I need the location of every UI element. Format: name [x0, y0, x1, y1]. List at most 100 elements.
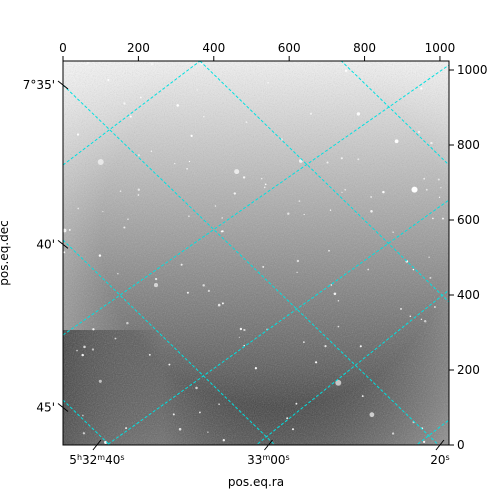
dec-tick-label: 45' [36, 401, 55, 415]
star [114, 337, 117, 340]
ra-tick-label: 33m00s [247, 453, 290, 468]
star-field [63, 61, 444, 444]
star [196, 89, 198, 91]
grid-line [199, 61, 449, 303]
star [412, 268, 415, 271]
star [217, 303, 221, 307]
star [326, 161, 329, 164]
star [291, 428, 295, 431]
star [438, 196, 441, 198]
grid-line [340, 61, 449, 166]
star [198, 411, 201, 414]
star [98, 254, 102, 257]
star [392, 231, 394, 233]
star [119, 190, 122, 192]
star [202, 284, 205, 287]
grid-line [63, 84, 440, 445]
star [296, 259, 300, 263]
star [139, 96, 142, 99]
star [260, 177, 263, 180]
star [420, 87, 423, 90]
star [280, 138, 283, 141]
grid-line [63, 61, 201, 166]
top-x-tick-label: 600 [278, 41, 301, 55]
star [287, 212, 290, 215]
star [303, 213, 305, 216]
star [107, 78, 110, 82]
grid-line [106, 199, 449, 445]
star [417, 130, 421, 134]
star [337, 300, 340, 302]
star [82, 414, 84, 417]
star [411, 186, 418, 193]
star [254, 367, 258, 370]
star [409, 315, 412, 317]
star [186, 291, 189, 294]
star [344, 188, 347, 191]
star [432, 217, 434, 220]
star [180, 263, 183, 266]
top-x-tick-label: 200 [127, 41, 150, 55]
dec-tick-mark [57, 239, 69, 249]
star [429, 276, 432, 279]
axis-ticks: 0 200 400 600 800 1000 0 200 400 600 800 1000 5h32m4… [23, 41, 488, 467]
ra-tick-label: 20s [430, 453, 449, 468]
star [76, 133, 80, 136]
star [203, 116, 205, 118]
star [425, 188, 428, 191]
star [400, 307, 402, 310]
star [361, 395, 364, 398]
star [86, 61, 89, 65]
star [382, 190, 385, 194]
star [151, 63, 153, 65]
dec-tick-label: 7°35' [23, 78, 55, 92]
star [263, 186, 266, 189]
star [340, 157, 343, 160]
y-axis-title: pos.eq.dec [0, 220, 11, 285]
star [245, 121, 248, 123]
star [333, 292, 337, 296]
star [218, 403, 220, 406]
top-x-tick-label: 800 [353, 41, 376, 55]
star [370, 210, 373, 213]
star [430, 141, 433, 145]
star [267, 82, 269, 84]
right-y-tick-label: 800 [457, 138, 480, 152]
star [296, 271, 298, 274]
grid-line [63, 239, 276, 445]
star [137, 154, 140, 157]
star [123, 102, 126, 105]
right-y-tick-label: 1000 [457, 63, 488, 77]
right-y-tick-label: 200 [457, 363, 480, 377]
grid-line [63, 64, 449, 336]
star [150, 150, 153, 152]
star [168, 363, 171, 366]
star [102, 210, 104, 213]
ra-tick-mark [92, 439, 102, 451]
star [178, 427, 182, 431]
top-x-tick-label: 0 [59, 41, 67, 55]
star [335, 379, 342, 386]
star [420, 318, 423, 321]
noise-overlay [63, 61, 449, 445]
top-x-tick-label: 400 [202, 41, 225, 55]
star [68, 228, 71, 231]
star [295, 402, 298, 405]
star [188, 215, 190, 218]
right-y-tick-label: 0 [457, 438, 465, 452]
star [137, 188, 140, 191]
star [117, 273, 119, 275]
star [98, 379, 102, 383]
star [359, 345, 362, 348]
right-y-tick-label: 600 [457, 213, 480, 227]
star [123, 226, 126, 229]
star [195, 386, 198, 390]
star [234, 169, 240, 175]
star [341, 191, 343, 194]
star [262, 265, 265, 268]
grid-line [415, 419, 449, 445]
dec-tick-mark [57, 403, 69, 412]
star [125, 427, 128, 430]
star [423, 177, 426, 180]
